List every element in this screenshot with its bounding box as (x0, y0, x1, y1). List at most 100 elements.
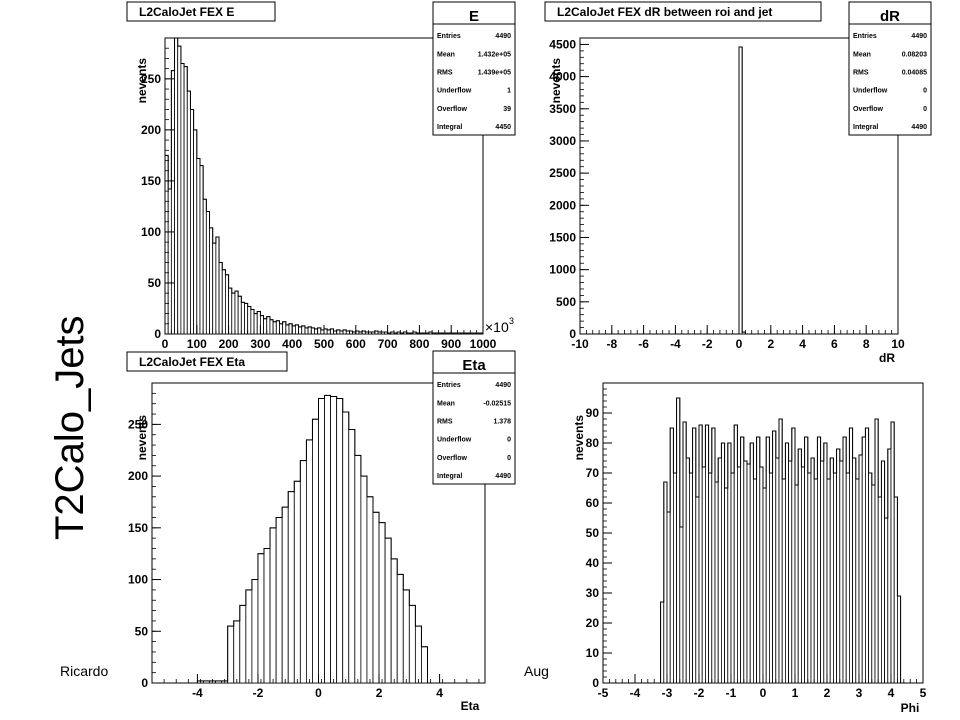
x-tick-label: 4 (799, 337, 806, 351)
y-tick-label: 50 (148, 276, 162, 290)
x-axis-label: dR (879, 351, 895, 365)
y-tick-label: 60 (586, 496, 600, 510)
stats-value: 0.04085 (902, 69, 927, 76)
histogram-bin (794, 484, 799, 684)
stats-value: -0.02515 (483, 400, 511, 407)
y-tick-label: 500 (556, 295, 576, 309)
stats-value: 4490 (911, 33, 927, 40)
x-tick-label: 10 (891, 337, 905, 351)
y-axis-ticks: 0 500 1000 1500 2000 2500 3000 3500 4000 4500 (549, 37, 589, 341)
histogram-bin (839, 460, 844, 684)
x-tick-label: -2 (694, 686, 705, 700)
y-tick-label: 70 (586, 466, 600, 480)
stats-value: 0 (507, 455, 511, 462)
footer-author: Ricardo (60, 663, 109, 679)
y-tick-label: 150 (128, 521, 148, 535)
y-tick-label: 0 (154, 327, 161, 341)
stats-label: Underflow (437, 88, 472, 95)
histogram-bin (807, 472, 812, 684)
x-tick-label: 1 (792, 686, 799, 700)
histogram-bin (861, 436, 866, 684)
histogram-bin (240, 301, 245, 335)
stats-value: 39 (503, 106, 511, 113)
x-axis-ticks: -10 -8 -6 -4 -2 0 2 4 6 8 10 (571, 325, 905, 351)
x-axis-ticks: -4 -2 0 2 4 (151, 674, 480, 700)
histogram-bin (384, 537, 392, 684)
histogram-bin (305, 439, 313, 684)
stats-name: dR (880, 8, 900, 25)
histogram-bin (299, 460, 307, 684)
histogram-bin (231, 292, 236, 335)
x-tick-label: -10 (571, 337, 589, 351)
histogram-bin (257, 553, 265, 684)
x-tick-label: -2 (253, 686, 264, 700)
histogram-bin (304, 327, 309, 335)
stats-box: Eta Entries 4490 Mean -0.02515 RMS 1.378 Underf… (432, 350, 516, 485)
y-tick-label: 250 (141, 72, 161, 86)
histogram-bin (293, 480, 301, 684)
y-axis-ticks: 0 50 100 150 200 250 (128, 382, 161, 690)
x-tick-label: -4 (670, 337, 681, 351)
panel-dr: -10 -8 -6 -4 -2 0 2 4 6 8 10 0 500 1000 1500 2000 2500 30… (544, 1, 932, 365)
histogram-bin (402, 589, 410, 684)
histogram-bin (186, 90, 191, 335)
y-tick-label: 80 (586, 436, 600, 450)
y-axis-ticks: 0 10 20 30 40 50 60 70 80 90 (586, 382, 612, 690)
histogram-bin (695, 496, 700, 684)
y-axis-ticks: 0 50 100 150 200 250 (141, 37, 174, 341)
histogram-bin (190, 109, 195, 335)
histogram-bin (836, 448, 841, 684)
x-tick-label: -4 (630, 686, 641, 700)
stats-label: Entries (437, 382, 461, 389)
histogram-bin (769, 472, 774, 684)
y-tick-label: 90 (586, 406, 600, 420)
histogram-bin (858, 454, 863, 684)
footer-date: Aug (524, 663, 549, 679)
histogram-bin (366, 496, 374, 684)
stats-label: Integral (437, 124, 462, 131)
histogram-bin (183, 66, 188, 335)
x-tick-label: 900 (441, 337, 461, 351)
y-tick-label: 1500 (549, 230, 576, 244)
x-tick-label: 0 (760, 686, 767, 700)
histogram-bin (253, 313, 258, 335)
chart-title: L2CaloJet FEX E (139, 5, 234, 19)
histogram-outline (660, 397, 902, 683)
y-tick-label: 250 (128, 417, 148, 431)
x-tick-label: -8 (606, 337, 617, 351)
histogram-bin (801, 466, 806, 684)
histogram-bin (372, 511, 380, 684)
histogram-bin (269, 527, 277, 684)
histogram-bin (263, 548, 271, 684)
x-tick-label: 600 (346, 337, 366, 351)
histogram-bin (842, 436, 847, 684)
stats-label: Integral (437, 473, 462, 480)
histogram-bin (209, 227, 214, 335)
x-tick-label: 2 (824, 686, 831, 700)
histogram-bin (788, 460, 793, 684)
histogram-bin (673, 472, 678, 684)
histogram-bin (804, 436, 809, 684)
histogram-bin (845, 472, 850, 684)
y-tick-label: 10 (586, 646, 600, 660)
x-tick-label: -5 (598, 686, 609, 700)
histogram-bin (378, 522, 386, 684)
histogram-bin (414, 625, 422, 684)
histogram-bin (689, 472, 694, 684)
x-tick-label: -4 (192, 686, 203, 700)
x-tick-label: 0 (315, 686, 322, 700)
stats-label: Entries (437, 33, 461, 40)
x-tick-label: 0 (162, 337, 169, 351)
histogram-bin (342, 411, 350, 684)
x-tick-label: 2 (376, 686, 383, 700)
x-exponent-label: ×10 (485, 319, 509, 335)
histogram-bin (390, 558, 398, 684)
stats-label: Mean (437, 51, 455, 58)
y-tick-label: 200 (141, 123, 161, 137)
x-tick-label: 500 (314, 337, 334, 351)
x-tick-label: 8 (863, 337, 870, 351)
histogram-bin (233, 620, 241, 684)
stats-label: Overflow (437, 106, 468, 113)
y-tick-label: 50 (586, 526, 600, 540)
